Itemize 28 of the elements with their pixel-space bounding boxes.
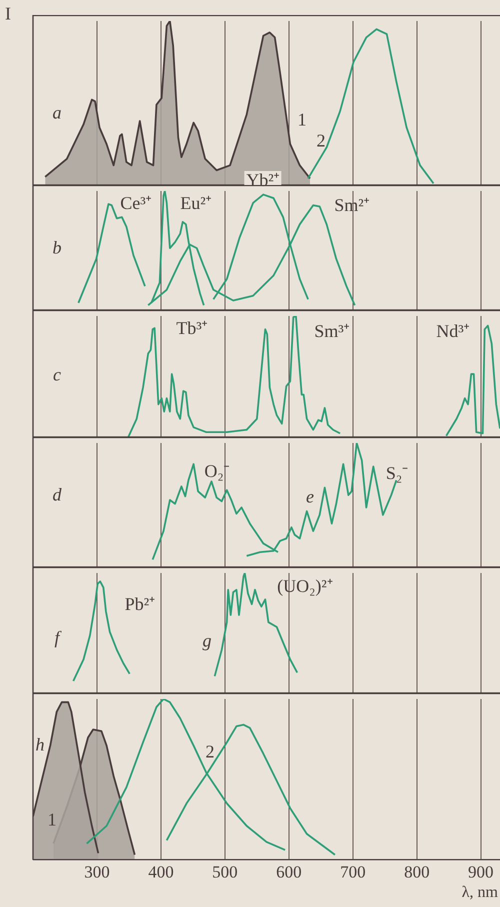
annotation: Sm³⁺ (314, 320, 350, 342)
x-tick-label: 900 (468, 862, 494, 882)
annotation: 2 (206, 742, 214, 762)
x-axis-title: λ, nm (462, 884, 498, 902)
annotation: Pb²⁺ (124, 593, 156, 615)
annotation: Ce³⁺ (120, 192, 152, 214)
annotation: a (52, 102, 62, 124)
annotation: b (52, 238, 62, 258)
annotation: Tb³⁺ (176, 317, 208, 339)
annotation: f (54, 628, 60, 648)
annotation: h (36, 734, 44, 756)
annotation: 1 (298, 110, 306, 130)
x-tick-label: 400 (148, 862, 174, 882)
annotation: Nd³⁺ (436, 320, 470, 342)
annotation: Eu²⁺ (180, 192, 212, 214)
annotation: e (306, 486, 314, 508)
annotation: 1 (48, 810, 56, 830)
x-tick-label: 700 (340, 862, 366, 882)
x-tick-label: 800 (404, 862, 430, 882)
x-tick-label: 300 (84, 862, 110, 882)
annotation: 2 (316, 130, 326, 152)
annotation: g (202, 630, 212, 652)
annotation: c (53, 364, 61, 386)
x-tick-label: 500 (212, 862, 238, 882)
annotation: d (52, 484, 62, 506)
x-tick-label: 600 (276, 862, 302, 882)
text: I (5, 4, 11, 24)
annotation: S₂⁻ (386, 462, 408, 484)
